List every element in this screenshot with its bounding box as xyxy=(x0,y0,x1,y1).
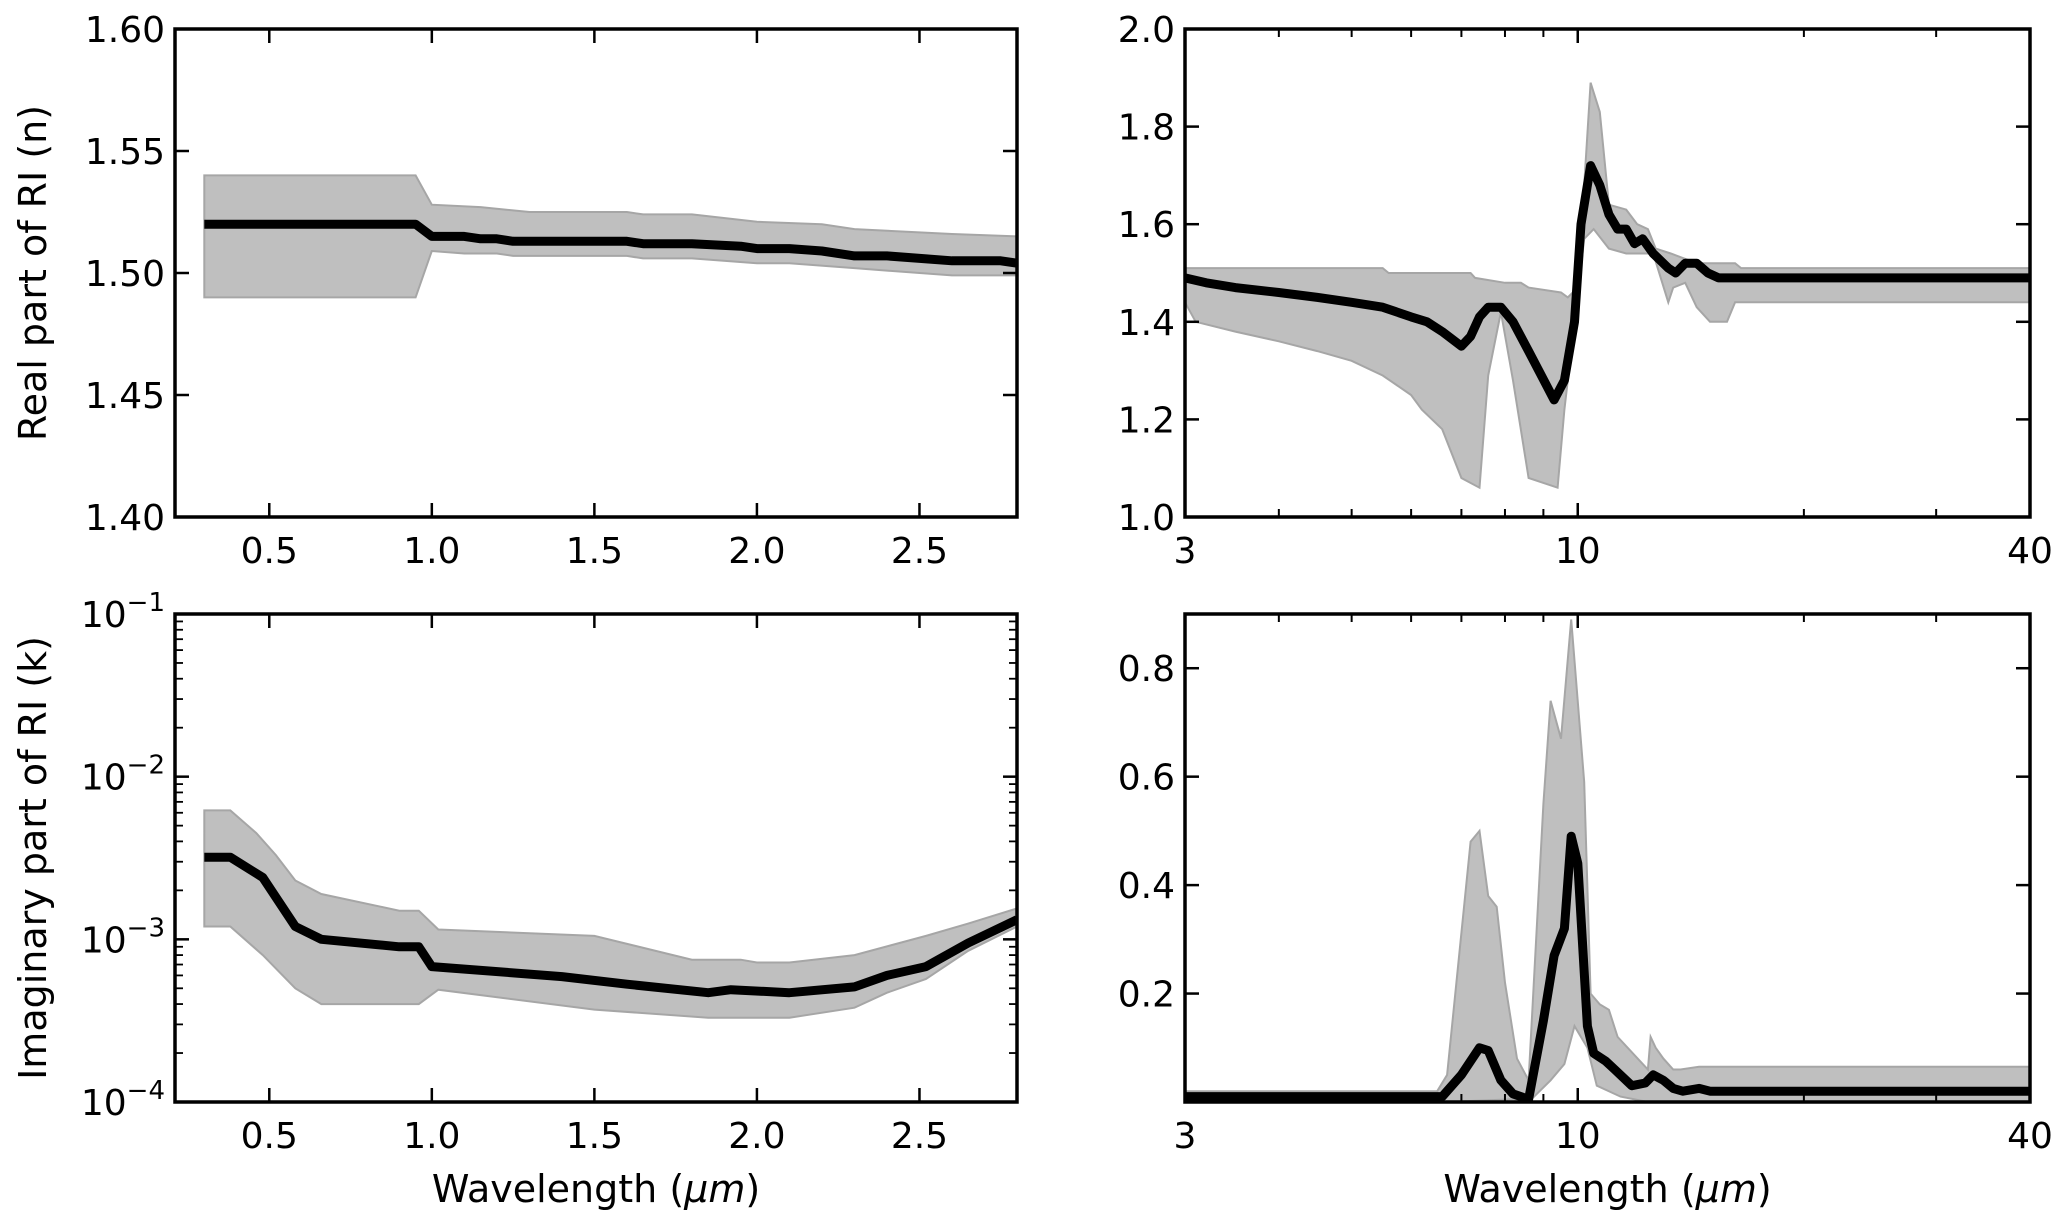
y-tick-label: 1.60 xyxy=(85,10,165,51)
y-tick-label: 10−1 xyxy=(81,588,165,636)
y-tick-label: 10−3 xyxy=(81,913,165,961)
axes-frame xyxy=(1183,612,2032,1104)
y-tick-label: 1.0 xyxy=(1118,498,1175,539)
subplot-real-short: 0.5 1.0 1.5 2.0 2.5 1.40 1.45 1.50 1.55 1.60 Real … xyxy=(11,10,1019,572)
uncertainty-band xyxy=(1185,82,2030,490)
subplot-imag-long: 3 10 40 0.2 0.4 0.6 0.8 Wavelength (μm) xyxy=(1118,612,2053,1211)
y-tick-label: 1.6 xyxy=(1118,205,1175,246)
uncertainty-band xyxy=(203,809,1017,1019)
y-axis-label: Imaginary part of RI (k) xyxy=(11,636,55,1080)
x-tick-label: 3 xyxy=(1174,1116,1197,1157)
axes-frame xyxy=(173,612,1019,1104)
y-tick-label: 0.4 xyxy=(1118,866,1175,907)
uncertainty-band xyxy=(1185,619,2030,1102)
y-tick-label: 0.8 xyxy=(1118,649,1175,690)
x-tick-label: 10 xyxy=(1555,531,1601,572)
x-tick-label: 2.0 xyxy=(728,531,785,572)
mean-line xyxy=(1185,831,2030,1102)
x-axis-label: Wavelength (μm) xyxy=(432,1167,760,1211)
uncertainty-band xyxy=(203,174,1017,299)
y-tick-label: 1.50 xyxy=(85,254,165,295)
subplot-real-long: 3 10 40 1.0 1.2 1.4 1.6 1.8 2.0 xyxy=(1118,10,2053,572)
y-tick-label: 1.45 xyxy=(85,376,165,417)
x-tick-label: 0.5 xyxy=(241,531,298,572)
x-tick-label: 3 xyxy=(1174,531,1197,572)
x-tick-label: 2.0 xyxy=(728,1116,785,1157)
x-tick-label: 10 xyxy=(1555,1116,1601,1157)
x-tick-label: 2.5 xyxy=(891,1116,948,1157)
x-tick-label: 1.0 xyxy=(403,1116,460,1157)
y-tick-label: 1.40 xyxy=(85,498,165,539)
y-tick-label: 0.2 xyxy=(1118,975,1175,1016)
y-tick-label: 10−4 xyxy=(81,1076,165,1124)
x-tick-label: 40 xyxy=(2007,531,2053,572)
x-tick-label: 0.5 xyxy=(241,1116,298,1157)
y-tick-label: 1.4 xyxy=(1118,303,1175,344)
y-tick-label: 0.6 xyxy=(1118,758,1175,799)
x-tick-label: 1.5 xyxy=(566,531,623,572)
axes-frame xyxy=(1183,27,2032,519)
x-tick-label: 1.0 xyxy=(403,531,460,572)
y-tick-label: 2.0 xyxy=(1118,10,1175,51)
y-tick-label: 10−2 xyxy=(81,751,165,799)
mean-line xyxy=(204,852,1017,998)
x-tick-label: 40 xyxy=(2007,1116,2053,1157)
y-tick-label: 1.2 xyxy=(1118,400,1175,441)
x-axis-label: Wavelength (μm) xyxy=(1443,1167,1771,1211)
y-axis-label: Real part of RI (n) xyxy=(11,105,55,441)
x-tick-label: 1.5 xyxy=(566,1116,623,1157)
mean-line xyxy=(1185,161,2030,405)
mean-line xyxy=(204,219,1017,268)
y-tick-label: 1.8 xyxy=(1118,108,1175,149)
y-tick-label: 1.55 xyxy=(85,132,165,173)
x-tick-label: 2.5 xyxy=(891,531,948,572)
subplot-imag-short: 0.5 1.0 1.5 2.0 2.5 10−4 10−3 10−2 10−1 Wavelengt… xyxy=(11,588,1019,1211)
